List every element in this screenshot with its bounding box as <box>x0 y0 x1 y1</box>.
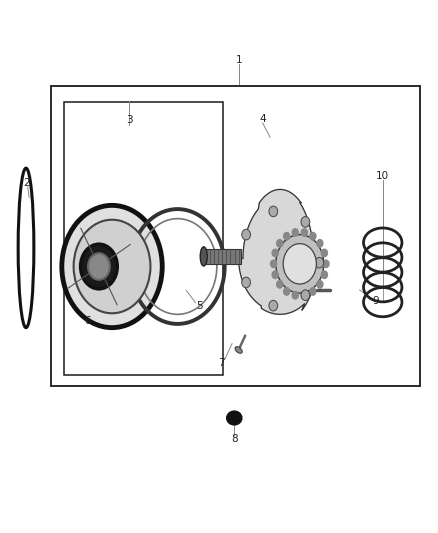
Text: 1: 1 <box>235 55 242 65</box>
Circle shape <box>88 253 110 280</box>
Circle shape <box>269 206 278 217</box>
Text: 2: 2 <box>24 177 30 188</box>
Text: 5: 5 <box>196 301 203 311</box>
Ellipse shape <box>235 346 242 353</box>
Circle shape <box>284 232 290 240</box>
Bar <box>64 102 223 375</box>
Circle shape <box>323 260 329 268</box>
Text: 4: 4 <box>259 114 266 124</box>
Circle shape <box>242 229 251 240</box>
Text: 9: 9 <box>372 296 378 306</box>
Text: 6: 6 <box>85 316 92 326</box>
Circle shape <box>315 257 324 268</box>
Circle shape <box>310 232 316 240</box>
Circle shape <box>301 290 310 301</box>
Circle shape <box>277 280 283 288</box>
Circle shape <box>81 244 117 289</box>
Circle shape <box>301 292 307 299</box>
Circle shape <box>272 271 278 278</box>
Circle shape <box>317 280 323 288</box>
Circle shape <box>269 300 278 311</box>
Circle shape <box>321 271 328 278</box>
Circle shape <box>62 205 162 328</box>
Circle shape <box>283 244 316 284</box>
Bar <box>51 86 420 386</box>
Text: 3: 3 <box>126 115 133 125</box>
Circle shape <box>271 260 277 268</box>
Circle shape <box>301 216 310 227</box>
Circle shape <box>277 240 283 247</box>
Circle shape <box>310 288 316 295</box>
Text: 10: 10 <box>376 171 389 181</box>
Circle shape <box>242 277 251 288</box>
Text: 8: 8 <box>231 434 237 445</box>
Circle shape <box>276 235 324 293</box>
Circle shape <box>292 229 298 236</box>
Circle shape <box>284 288 290 295</box>
Text: 7: 7 <box>218 358 225 368</box>
Circle shape <box>301 229 307 236</box>
Circle shape <box>321 249 328 257</box>
Ellipse shape <box>228 412 241 424</box>
Circle shape <box>74 220 150 313</box>
Circle shape <box>317 240 323 247</box>
Polygon shape <box>239 189 317 314</box>
Circle shape <box>292 292 298 299</box>
Circle shape <box>272 249 278 257</box>
Bar <box>204 249 241 264</box>
Ellipse shape <box>200 247 207 266</box>
